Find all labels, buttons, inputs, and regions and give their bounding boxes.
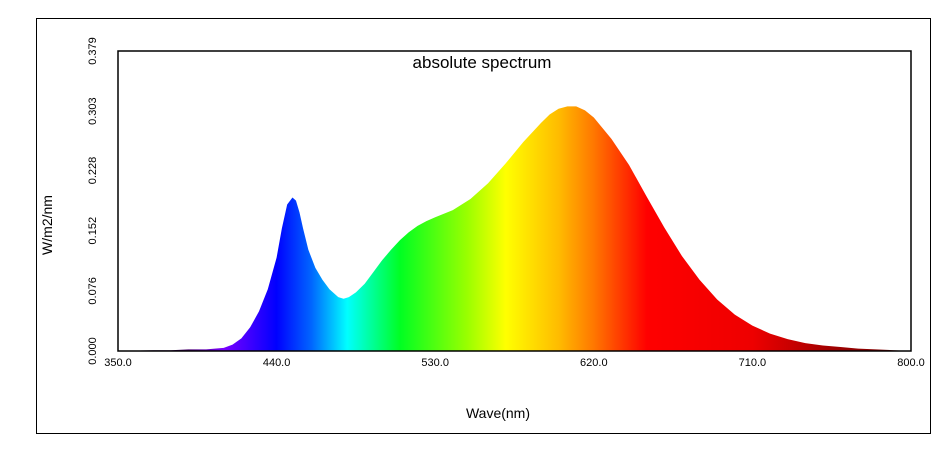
x-tick-label: 620.0 [580,357,608,369]
spectrum-area [118,106,911,351]
y-axis-label: W/m2/nm [39,195,55,255]
y-tick-label: 0.303 [87,97,99,125]
x-axis-label: Wave(nm) [466,405,530,421]
chart-title: absolute spectrum [413,53,552,72]
y-tick-label: 0.000 [87,337,99,365]
x-tick-label: 800.0 [897,357,925,369]
x-tick-label: 350.0 [104,357,132,369]
x-tick-label: 530.0 [421,357,449,369]
x-tick-label: 710.0 [739,357,767,369]
chart-frame [36,18,931,434]
x-axis-ticks: 350.0 440.0 530.0 620.0 710.0 800.0 [104,357,925,369]
plot-area-border [117,50,912,352]
y-tick-label: 0.228 [87,157,99,185]
y-tick-label: 0.076 [87,277,99,305]
y-axis-ticks: 0.000 0.076 0.152 0.228 0.303 0.379 [87,37,99,365]
y-tick-label: 0.379 [87,37,99,65]
x-tick-label: 440.0 [263,357,291,369]
y-tick-label: 0.152 [87,217,99,245]
